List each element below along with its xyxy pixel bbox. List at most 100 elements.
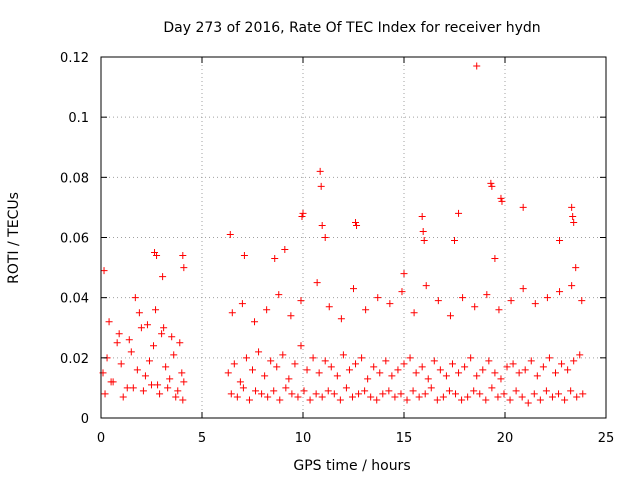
x-tick-label: 5: [198, 431, 206, 446]
data-point: [419, 227, 427, 235]
data-point: [455, 209, 463, 217]
data-point: [148, 381, 155, 389]
data-point: [242, 354, 250, 362]
data-point: [316, 167, 324, 175]
data-point: [568, 203, 576, 211]
data-point: [125, 336, 133, 344]
data-point: [576, 351, 584, 359]
data-point: [415, 393, 423, 401]
data-point: [180, 264, 188, 272]
data-point: [258, 390, 266, 398]
data-point: [263, 306, 271, 314]
data-point: [506, 396, 514, 404]
data-point: [436, 366, 444, 374]
data-point: [556, 237, 564, 245]
data-point: [291, 360, 299, 368]
data-point: [324, 387, 332, 395]
data-point: [503, 363, 511, 371]
data-point: [400, 270, 408, 278]
data-points: [99, 62, 587, 407]
data-point: [172, 393, 180, 401]
data-point: [318, 221, 326, 229]
data-point: [382, 357, 390, 365]
data-point: [482, 396, 490, 404]
data-point: [152, 306, 160, 314]
data-point: [400, 360, 408, 368]
data-point: [236, 378, 244, 386]
data-point: [483, 291, 491, 299]
data-point: [239, 384, 247, 392]
data-point: [168, 333, 176, 341]
data-point: [473, 62, 481, 70]
data-point: [350, 285, 357, 293]
data-point: [545, 354, 553, 362]
data-point: [445, 387, 453, 395]
x-tick-label: 20: [497, 431, 514, 446]
x-axis-label: GPS time / hours: [293, 458, 410, 474]
data-point: [313, 279, 321, 287]
data-point: [261, 372, 269, 380]
data-point: [150, 342, 158, 350]
data-point: [473, 372, 481, 380]
data-point: [288, 390, 296, 398]
data-point: [524, 399, 532, 407]
data-point: [536, 396, 544, 404]
data-point: [500, 390, 508, 398]
data-point: [467, 354, 475, 362]
data-point: [556, 288, 564, 296]
data-point: [507, 297, 515, 305]
data-point: [180, 378, 188, 386]
x-tick-label: 15: [396, 431, 413, 446]
data-point: [339, 351, 347, 359]
data-point: [303, 366, 311, 374]
data-point: [166, 375, 174, 383]
data-point: [153, 252, 161, 260]
data-point: [379, 390, 387, 398]
data-point: [285, 375, 293, 383]
data-point: [224, 369, 232, 377]
data-point: [420, 237, 428, 245]
y-axis-label: ROTI / TECUs: [6, 192, 22, 284]
data-point: [491, 369, 499, 377]
x-tick-label: 0: [97, 431, 105, 446]
data-point: [521, 366, 529, 374]
data-point: [391, 393, 399, 401]
data-point: [352, 218, 360, 226]
data-point: [255, 348, 263, 356]
data-point: [573, 393, 581, 401]
data-point: [461, 363, 469, 371]
data-point: [497, 375, 505, 383]
data-point: [487, 179, 495, 187]
data-point: [518, 393, 526, 401]
y-tick-label: 0: [81, 412, 89, 427]
y-tick-label: 0.1: [68, 111, 89, 126]
data-point: [154, 381, 162, 389]
data-point: [174, 387, 182, 395]
data-point: [421, 390, 429, 398]
grid-lines: [101, 57, 606, 418]
data-point: [394, 366, 402, 374]
data-point: [309, 354, 317, 362]
data-point: [355, 390, 363, 398]
data-point: [470, 387, 478, 395]
data-point: [531, 300, 539, 308]
data-point: [385, 387, 393, 395]
data-point: [578, 297, 586, 305]
data-point: [330, 390, 338, 398]
data-point: [452, 390, 460, 398]
data-point: [448, 360, 456, 368]
data-point: [321, 234, 329, 241]
data-point: [327, 363, 335, 371]
data-point: [494, 393, 502, 401]
data-point: [299, 209, 307, 217]
data-point: [418, 363, 426, 371]
data-point: [373, 396, 381, 404]
data-point: [230, 360, 238, 368]
data-point: [352, 360, 360, 368]
data-point: [455, 369, 463, 377]
data-point: [434, 297, 442, 305]
data-point: [336, 396, 344, 404]
data-point: [451, 237, 458, 245]
data-point: [361, 387, 369, 395]
data-point: [446, 312, 454, 320]
